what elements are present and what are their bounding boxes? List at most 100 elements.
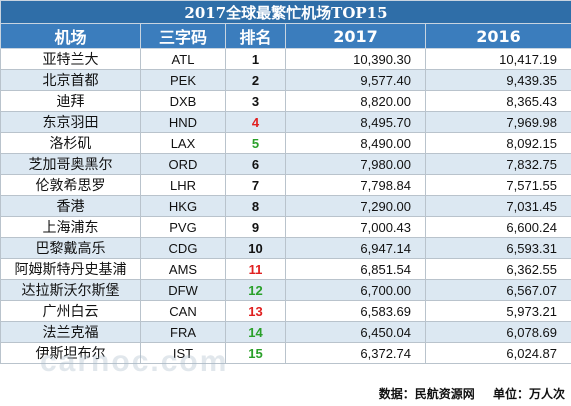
value-2016-cell: 6,024.87 bbox=[425, 342, 571, 364]
airport-code-cell: LHR bbox=[140, 174, 226, 196]
value-2016-cell: 6,362.55 bbox=[425, 258, 571, 280]
value-2017-cell: 10,390.30 bbox=[285, 48, 426, 70]
value-2017-cell: 7,290.00 bbox=[285, 195, 426, 217]
value-2016-cell: 6,567.07 bbox=[425, 279, 571, 301]
rank-cell: 7 bbox=[225, 174, 286, 196]
value-2017-cell: 6,851.54 bbox=[285, 258, 426, 280]
rank-cell: 1 bbox=[225, 48, 286, 70]
airport-code-cell: DXB bbox=[140, 90, 226, 112]
airport-code-cell: HND bbox=[140, 111, 226, 133]
airport-name-cell: 阿姆斯特丹史基浦 bbox=[0, 258, 141, 280]
table-row: 伦敦希思罗 LHR 7 7,798.84 7,571.55 bbox=[0, 174, 571, 196]
column-header-2017: 2017 bbox=[285, 23, 426, 49]
value-2016-cell: 8,092.15 bbox=[425, 132, 571, 154]
value-2016-cell: 7,832.75 bbox=[425, 153, 571, 175]
table-row: 东京羽田 HND 4 8,495.70 7,969.98 bbox=[0, 111, 571, 133]
table-row: 芝加哥奥黑尔 ORD 6 7,980.00 7,832.75 bbox=[0, 153, 571, 175]
table-row: 伊斯坦布尔 IST 15 6,372.74 6,024.87 bbox=[0, 342, 571, 364]
table-title: 2017全球最繁忙机场TOP15 bbox=[0, 0, 571, 24]
rank-cell: 8 bbox=[225, 195, 286, 217]
source-note: 数据：民航资源网 bbox=[378, 387, 475, 401]
airport-name-cell: 伦敦希思罗 bbox=[0, 174, 141, 196]
value-2017-cell: 8,495.70 bbox=[285, 111, 426, 133]
airport-code-cell: IST bbox=[140, 342, 226, 364]
airport-name-cell: 广州白云 bbox=[0, 300, 141, 322]
value-2017-cell: 8,490.00 bbox=[285, 132, 426, 154]
value-2017-cell: 7,980.00 bbox=[285, 153, 426, 175]
airport-code-cell: CAN bbox=[140, 300, 226, 322]
airport-name-cell: 迪拜 bbox=[0, 90, 141, 112]
rank-cell: 12 bbox=[225, 279, 286, 301]
table-row: 达拉斯沃尔斯堡 DFW 12 6,700.00 6,567.07 bbox=[0, 279, 571, 301]
rank-cell: 11 bbox=[225, 258, 286, 280]
column-header-2016: 2016 bbox=[425, 23, 571, 49]
unit-note: 单位：万人次 bbox=[492, 387, 565, 401]
value-2017-cell: 6,372.74 bbox=[285, 342, 426, 364]
value-2017-cell: 6,947.14 bbox=[285, 237, 426, 259]
rank-cell: 6 bbox=[225, 153, 286, 175]
airport-code-cell: HKG bbox=[140, 195, 226, 217]
table-row: 阿姆斯特丹史基浦 AMS 11 6,851.54 6,362.55 bbox=[0, 258, 571, 280]
value-2016-cell: 5,973.21 bbox=[425, 300, 571, 322]
airport-ranking-table: 2017全球最繁忙机场TOP15 机场 三字码 排名 2017 2016 亚特兰… bbox=[0, 0, 571, 364]
airport-code-cell: PVG bbox=[140, 216, 226, 238]
airport-code-cell: FRA bbox=[140, 321, 226, 343]
value-2016-cell: 6,600.24 bbox=[425, 216, 571, 238]
value-2016-cell: 7,969.98 bbox=[425, 111, 571, 133]
value-2017-cell: 6,700.00 bbox=[285, 279, 426, 301]
rank-cell: 5 bbox=[225, 132, 286, 154]
airport-code-cell: CDG bbox=[140, 237, 226, 259]
value-2016-cell: 6,078.69 bbox=[425, 321, 571, 343]
airport-code-cell: PEK bbox=[140, 69, 226, 91]
airport-name-cell: 亚特兰大 bbox=[0, 48, 141, 70]
airport-name-cell: 北京首都 bbox=[0, 69, 141, 91]
value-2016-cell: 7,571.55 bbox=[425, 174, 571, 196]
rank-cell: 10 bbox=[225, 237, 286, 259]
rank-cell: 4 bbox=[225, 111, 286, 133]
airport-code-cell: ORD bbox=[140, 153, 226, 175]
airport-code-cell: ATL bbox=[140, 48, 226, 70]
table-row: 香港 HKG 8 7,290.00 7,031.45 bbox=[0, 195, 571, 217]
airport-name-cell: 芝加哥奥黑尔 bbox=[0, 153, 141, 175]
value-2016-cell: 8,365.43 bbox=[425, 90, 571, 112]
airport-code-cell: LAX bbox=[140, 132, 226, 154]
value-2017-cell: 6,450.04 bbox=[285, 321, 426, 343]
value-2017-cell: 8,820.00 bbox=[285, 90, 426, 112]
column-header-rank: 排名 bbox=[225, 23, 286, 49]
value-2016-cell: 9,439.35 bbox=[425, 69, 571, 91]
value-2016-cell: 10,417.19 bbox=[425, 48, 571, 70]
rank-cell: 2 bbox=[225, 69, 286, 91]
airport-name-cell: 法兰克福 bbox=[0, 321, 141, 343]
rank-cell: 13 bbox=[225, 300, 286, 322]
table-row: 上海浦东 PVG 9 7,000.43 6,600.24 bbox=[0, 216, 571, 238]
table-row: 法兰克福 FRA 14 6,450.04 6,078.69 bbox=[0, 321, 571, 343]
airport-code-cell: DFW bbox=[140, 279, 226, 301]
airport-name-cell: 上海浦东 bbox=[0, 216, 141, 238]
airport-name-cell: 洛杉矶 bbox=[0, 132, 141, 154]
table-row: 洛杉矶 LAX 5 8,490.00 8,092.15 bbox=[0, 132, 571, 154]
value-2017-cell: 9,577.40 bbox=[285, 69, 426, 91]
rank-cell: 15 bbox=[225, 342, 286, 364]
column-header-airport: 机场 bbox=[0, 23, 141, 49]
footer: 数据：民航资源网 单位：万人次 bbox=[365, 385, 565, 402]
airport-name-cell: 巴黎戴高乐 bbox=[0, 237, 141, 259]
rank-cell: 9 bbox=[225, 216, 286, 238]
airport-name-cell: 达拉斯沃尔斯堡 bbox=[0, 279, 141, 301]
value-2017-cell: 6,583.69 bbox=[285, 300, 426, 322]
table-row: 巴黎戴高乐 CDG 10 6,947.14 6,593.31 bbox=[0, 237, 571, 259]
airport-name-cell: 伊斯坦布尔 bbox=[0, 342, 141, 364]
table-row: 广州白云 CAN 13 6,583.69 5,973.21 bbox=[0, 300, 571, 322]
value-2016-cell: 7,031.45 bbox=[425, 195, 571, 217]
airport-name-cell: 香港 bbox=[0, 195, 141, 217]
value-2016-cell: 6,593.31 bbox=[425, 237, 571, 259]
table-row: 迪拜 DXB 3 8,820.00 8,365.43 bbox=[0, 90, 571, 112]
table-body: 亚特兰大 ATL 1 10,390.30 10,417.19 北京首都 PEK 2 9,577.… bbox=[0, 48, 571, 364]
table-row: 亚特兰大 ATL 1 10,390.30 10,417.19 bbox=[0, 48, 571, 70]
airport-name-cell: 东京羽田 bbox=[0, 111, 141, 133]
rank-cell: 3 bbox=[225, 90, 286, 112]
rank-cell: 14 bbox=[225, 321, 286, 343]
airport-code-cell: AMS bbox=[140, 258, 226, 280]
column-header-code: 三字码 bbox=[140, 23, 226, 49]
value-2017-cell: 7,000.43 bbox=[285, 216, 426, 238]
